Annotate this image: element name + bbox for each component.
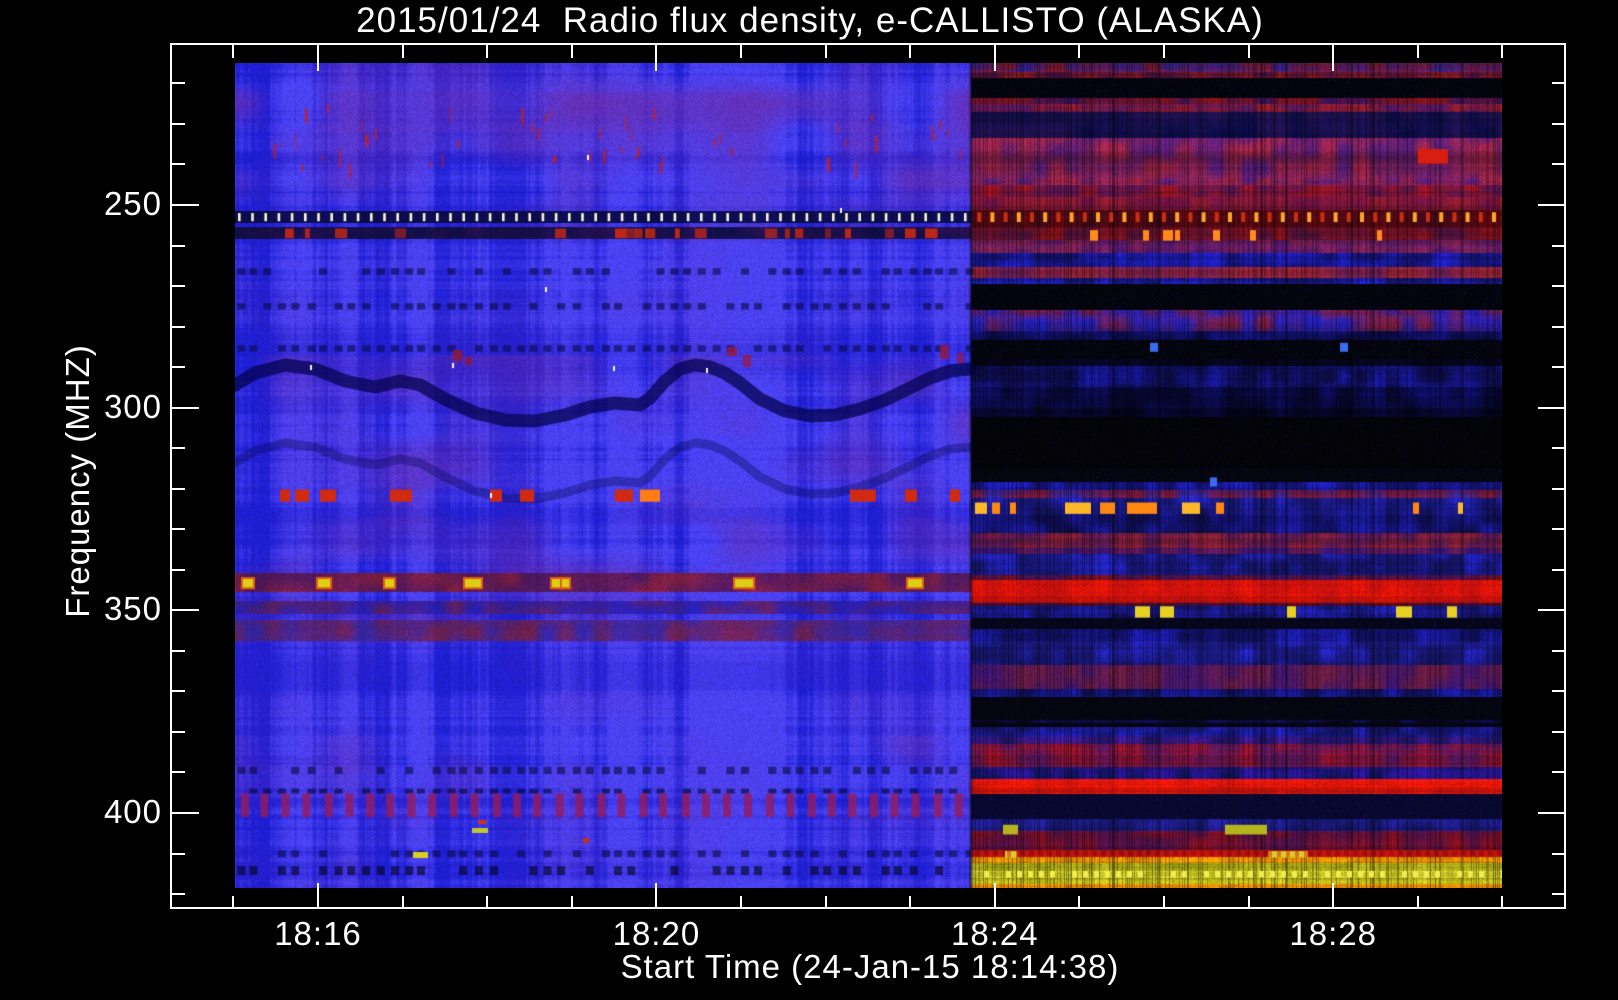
y-tick-label: 250 [103, 185, 162, 222]
axis-tick [172, 609, 199, 611]
axis-tick [402, 896, 404, 909]
x-tick-label: 18:28 [1289, 915, 1377, 952]
axis-tick [571, 45, 573, 58]
axis-tick [1552, 245, 1565, 247]
axis-tick [232, 45, 234, 58]
axis-tick [1552, 893, 1565, 895]
axis-tick [1248, 45, 1250, 58]
axis-tick [1538, 812, 1565, 814]
axis-tick [486, 45, 488, 58]
axis-tick [825, 45, 827, 58]
axis-tick [994, 45, 996, 71]
axis-tick [1552, 123, 1565, 125]
axis-tick [1552, 569, 1565, 571]
axis-tick [655, 883, 657, 909]
axis-tick [172, 853, 185, 855]
axis-tick [232, 896, 234, 909]
x-tick-label: 18:20 [612, 915, 701, 952]
axis-tick [172, 285, 185, 287]
axis-tick [994, 883, 996, 909]
axis-tick [172, 326, 185, 328]
axis-tick [402, 45, 404, 58]
axis-tick [1163, 896, 1165, 909]
axis-tick [172, 650, 185, 652]
axis-tick [172, 812, 199, 814]
axis-tick [1078, 896, 1080, 909]
axis-tick [909, 45, 911, 58]
chart-title: 2015/01/24 Radio flux density, e-CALLIST… [356, 1, 1264, 40]
axis-tick [1552, 731, 1565, 733]
axis-tick [1163, 45, 1165, 58]
axis-tick [1552, 82, 1565, 84]
axis-tick [1552, 690, 1565, 692]
axis-tick [1552, 447, 1565, 449]
axis-tick [172, 123, 185, 125]
axis-tick [1552, 285, 1565, 287]
axis-tick [172, 245, 185, 247]
axis-tick [1417, 896, 1419, 909]
axis-tick [1552, 163, 1565, 165]
axis-tick [172, 204, 199, 206]
axis-tick [1552, 853, 1565, 855]
axis-tick [1078, 45, 1080, 58]
axis-tick [317, 883, 319, 909]
axis-tick [909, 896, 911, 909]
spectrogram-heatmap [235, 63, 1502, 888]
axis-tick [740, 45, 742, 58]
x-tick-label: 18:24 [951, 915, 1039, 952]
axis-tick [1552, 326, 1565, 328]
axis-tick [655, 45, 657, 71]
axis-tick [1538, 204, 1565, 206]
axis-tick [172, 447, 185, 449]
axis-tick [172, 407, 199, 409]
axis-tick [1552, 528, 1565, 530]
axis-tick [1332, 45, 1334, 71]
y-axis-title: Frequency (MHZ) [59, 344, 96, 618]
axis-tick [486, 896, 488, 909]
axis-tick [1552, 366, 1565, 368]
axis-tick [740, 896, 742, 909]
axis-tick [1552, 650, 1565, 652]
axis-tick [172, 528, 185, 530]
axis-tick [172, 488, 185, 490]
axis-tick [172, 569, 185, 571]
axis-tick [1538, 407, 1565, 409]
axis-tick [825, 896, 827, 909]
y-tick-label: 350 [103, 590, 162, 628]
axis-tick [172, 893, 185, 895]
x-tick-label: 18:16 [274, 915, 362, 952]
axis-tick [172, 731, 185, 733]
plot-frame [170, 43, 1566, 909]
axis-tick [172, 163, 185, 165]
axis-tick [172, 771, 185, 773]
axis-tick [1501, 896, 1503, 909]
x-axis-title: Start Time (24-Jan-15 18:14:38) [620, 948, 1120, 985]
y-tick-label: 300 [103, 387, 162, 425]
axis-tick [317, 45, 319, 71]
axis-tick [1552, 488, 1565, 490]
y-tick-label: 400 [103, 792, 162, 830]
axis-tick [1552, 771, 1565, 773]
axis-tick [1501, 45, 1503, 58]
axis-tick [1417, 45, 1419, 58]
axis-tick [172, 366, 185, 368]
axis-tick [1248, 896, 1250, 909]
axis-tick [172, 82, 185, 84]
axis-tick [571, 896, 573, 909]
axis-tick [172, 690, 185, 692]
axis-tick [1332, 883, 1334, 909]
axis-tick [1538, 609, 1565, 611]
